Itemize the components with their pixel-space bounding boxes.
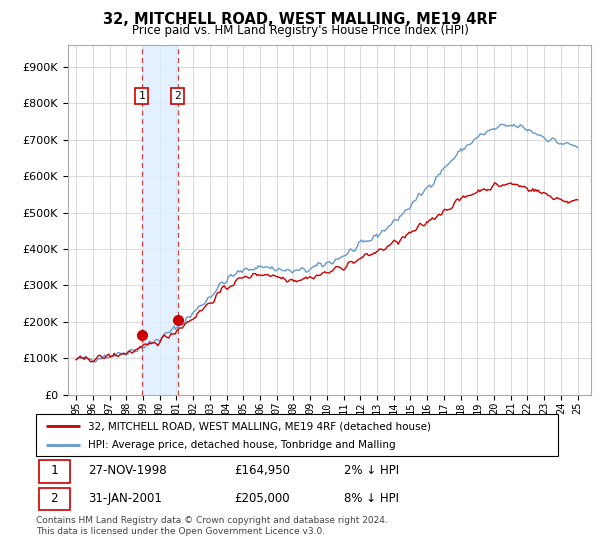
Text: Price paid vs. HM Land Registry's House Price Index (HPI): Price paid vs. HM Land Registry's House … — [131, 24, 469, 36]
FancyBboxPatch shape — [36, 414, 558, 456]
Text: 1: 1 — [139, 91, 145, 101]
Text: 31-JAN-2001: 31-JAN-2001 — [88, 492, 162, 505]
Text: 2: 2 — [50, 492, 58, 505]
Text: £164,950: £164,950 — [235, 464, 290, 478]
Text: Contains HM Land Registry data © Crown copyright and database right 2024.
This d: Contains HM Land Registry data © Crown c… — [36, 516, 388, 536]
Text: HPI: Average price, detached house, Tonbridge and Malling: HPI: Average price, detached house, Tonb… — [88, 441, 396, 450]
Text: 27-NOV-1998: 27-NOV-1998 — [88, 464, 167, 478]
Text: £205,000: £205,000 — [235, 492, 290, 505]
Text: 32, MITCHELL ROAD, WEST MALLING, ME19 4RF: 32, MITCHELL ROAD, WEST MALLING, ME19 4R… — [103, 12, 497, 27]
Text: 32, MITCHELL ROAD, WEST MALLING, ME19 4RF (detached house): 32, MITCHELL ROAD, WEST MALLING, ME19 4R… — [88, 421, 431, 431]
Text: 8% ↓ HPI: 8% ↓ HPI — [344, 492, 399, 505]
Text: 2: 2 — [175, 91, 181, 101]
Text: 2% ↓ HPI: 2% ↓ HPI — [344, 464, 399, 478]
FancyBboxPatch shape — [38, 460, 70, 483]
Text: 1: 1 — [50, 464, 58, 478]
Bar — [142, 45, 178, 395]
FancyBboxPatch shape — [38, 488, 70, 510]
